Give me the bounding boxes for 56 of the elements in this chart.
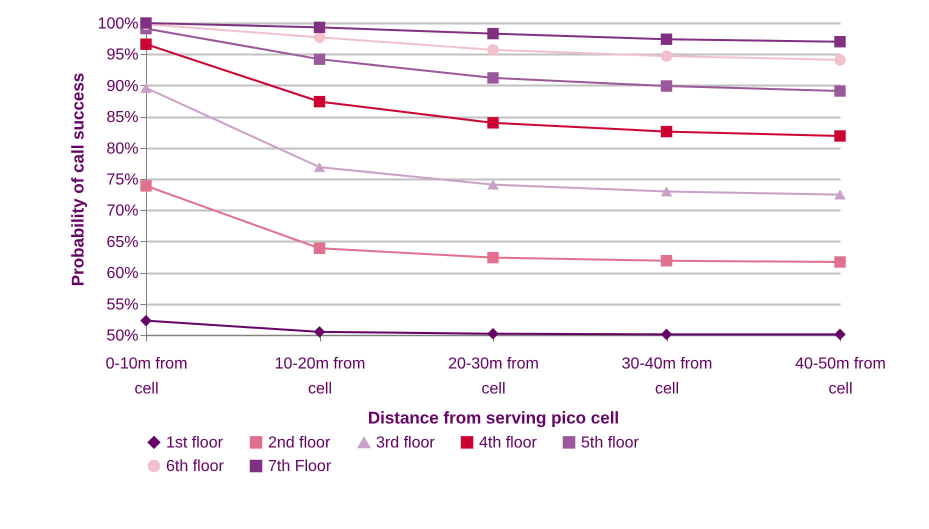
legend-label: 1st floor [166,434,224,452]
point [834,130,846,142]
y-tick-label: 90% [106,78,138,95]
point [660,50,672,62]
y-tick-label: 85% [106,109,138,126]
point [834,190,846,200]
point [487,328,499,340]
x-tick-label: 30-40m from cell [622,356,712,398]
point [487,180,499,190]
y-tick-label: 100% [98,16,138,32]
point [314,32,326,44]
point [314,53,326,65]
point [660,80,672,92]
point [487,72,499,84]
point [487,44,499,56]
legend-label: 6th floor [166,458,224,475]
point [660,186,672,196]
x-axis-title: Distance from serving pico cell [368,408,620,428]
point [660,255,672,266]
y-tick-label: 70% [106,202,138,220]
point [834,36,846,48]
point [487,117,499,129]
point [834,256,846,268]
legend-label: 5th floor [581,434,640,452]
point [487,28,499,40]
point [660,328,672,340]
y-tick-label: 95% [106,46,138,64]
point [140,82,152,93]
point [140,38,152,50]
x-tick-label: 40-50m from cell [795,356,886,398]
point [314,96,326,108]
y-tick-label: 65% [106,234,138,251]
x-tick-label: 0-10m from cell [106,356,188,398]
y-tick-label: 55% [106,296,138,314]
y-tick-label: 75% [106,172,138,188]
y-tick-label: 50% [106,328,138,344]
point [140,180,152,192]
point [314,326,326,338]
y-tick-label: 80% [106,140,138,158]
y-tick-label: 60% [106,265,138,282]
legend-label: 2nd floor [268,434,331,452]
y-axis-title: Probability of call success [68,72,88,286]
x-tick-label: 20-30m from cell [448,356,539,398]
point [140,314,152,326]
point [834,54,846,66]
point [314,22,326,34]
point [487,252,499,264]
legend-label: 3rd floor [376,434,436,452]
x-tick-label: 10-20m from cell [274,356,366,398]
legend-label: 7th Floor [268,458,332,475]
point [834,85,846,97]
point [660,126,672,138]
point [660,34,672,45]
point [314,242,326,254]
legend-label: 4th floor [479,434,538,452]
point [314,162,326,172]
